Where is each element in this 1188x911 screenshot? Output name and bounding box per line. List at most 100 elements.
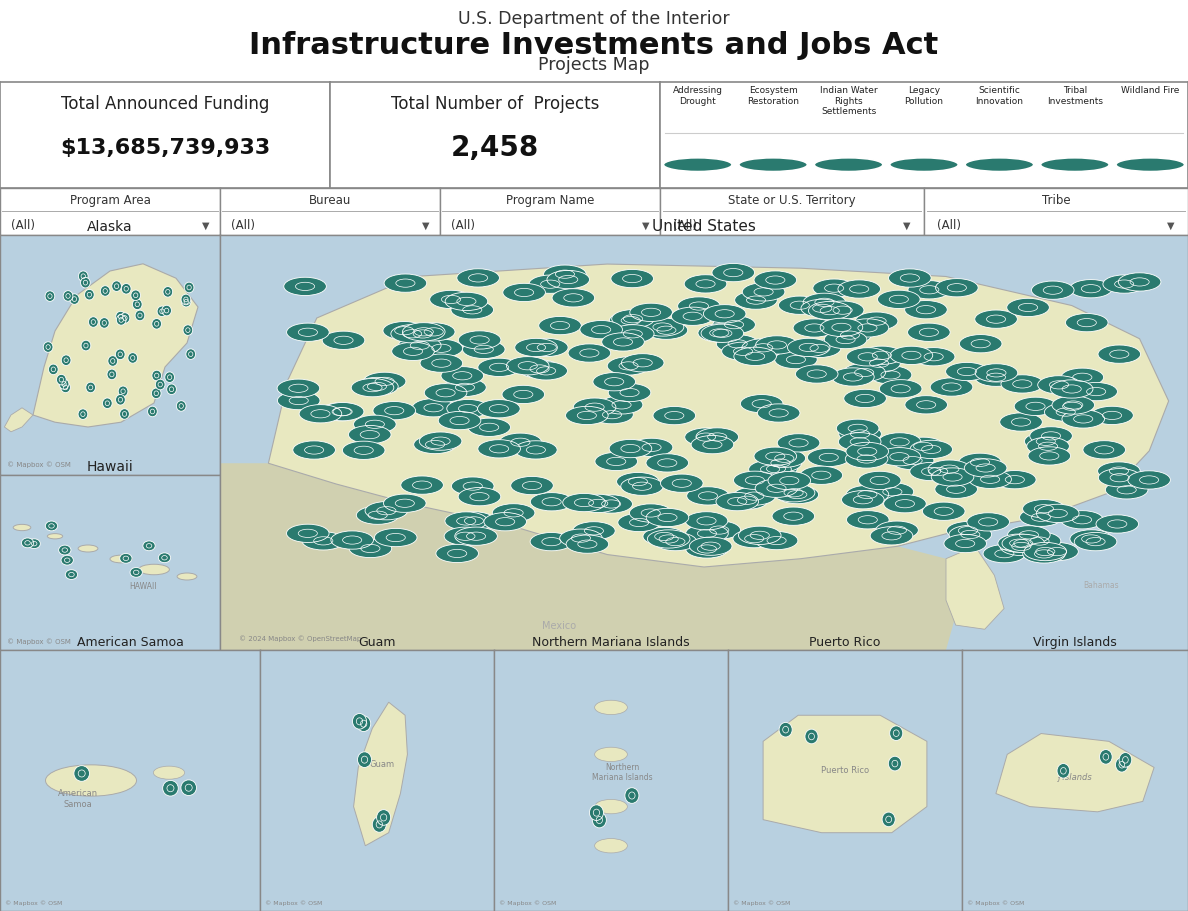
Circle shape [403, 322, 446, 341]
Circle shape [808, 302, 851, 320]
Text: Bureau: Bureau [309, 194, 352, 207]
Circle shape [1041, 158, 1110, 171]
Circle shape [384, 274, 426, 292]
Circle shape [176, 401, 187, 411]
Circle shape [647, 530, 690, 548]
Circle shape [642, 318, 684, 336]
Title: Puerto Rico: Puerto Rico [809, 636, 880, 649]
Circle shape [563, 494, 606, 512]
Circle shape [364, 373, 406, 391]
Text: © 2024 Mapbox © OpenStreetMap: © 2024 Mapbox © OpenStreetMap [239, 635, 361, 641]
Circle shape [1097, 515, 1138, 533]
Polygon shape [5, 408, 33, 432]
Ellipse shape [595, 701, 627, 714]
Circle shape [858, 354, 901, 373]
Text: Legacy
Pollution: Legacy Pollution [904, 87, 943, 106]
Circle shape [878, 433, 921, 451]
Circle shape [468, 418, 511, 436]
Ellipse shape [177, 573, 197, 580]
Circle shape [57, 374, 67, 385]
Circle shape [441, 366, 484, 384]
Circle shape [805, 729, 819, 743]
Circle shape [321, 403, 364, 421]
Circle shape [928, 460, 971, 478]
Circle shape [839, 425, 881, 443]
Circle shape [754, 460, 797, 478]
Polygon shape [268, 264, 1169, 567]
Circle shape [1119, 752, 1132, 767]
Circle shape [772, 484, 815, 502]
Circle shape [162, 305, 171, 316]
Circle shape [499, 433, 542, 451]
Circle shape [870, 366, 912, 384]
Circle shape [796, 365, 838, 384]
Text: (All): (All) [230, 220, 255, 232]
Circle shape [514, 338, 557, 356]
Circle shape [402, 325, 444, 343]
Circle shape [446, 292, 488, 311]
Circle shape [506, 356, 549, 375]
Circle shape [813, 279, 855, 297]
Circle shape [788, 338, 830, 356]
Circle shape [518, 360, 561, 378]
Circle shape [645, 321, 688, 339]
Circle shape [29, 538, 40, 548]
Circle shape [349, 539, 392, 558]
Circle shape [876, 521, 918, 539]
Circle shape [758, 404, 800, 422]
Circle shape [1026, 437, 1069, 456]
Circle shape [609, 312, 652, 330]
Circle shape [492, 504, 535, 522]
Circle shape [430, 291, 473, 309]
Circle shape [102, 398, 112, 408]
Polygon shape [763, 715, 927, 833]
Circle shape [661, 474, 703, 492]
Circle shape [960, 334, 1001, 353]
Circle shape [891, 452, 934, 470]
Circle shape [691, 435, 734, 454]
Circle shape [546, 271, 589, 289]
Circle shape [838, 280, 880, 298]
Circle shape [398, 336, 441, 354]
Circle shape [889, 756, 902, 771]
Circle shape [984, 545, 1025, 563]
Circle shape [684, 428, 727, 446]
Circle shape [84, 290, 94, 300]
Circle shape [808, 448, 851, 466]
Ellipse shape [110, 555, 132, 563]
Circle shape [701, 324, 744, 343]
Circle shape [646, 454, 689, 472]
Circle shape [814, 158, 883, 171]
Circle shape [1024, 542, 1067, 560]
Circle shape [936, 279, 978, 297]
Circle shape [689, 537, 732, 556]
Circle shape [459, 487, 501, 506]
Circle shape [655, 532, 696, 551]
Circle shape [100, 286, 110, 296]
Circle shape [800, 466, 842, 485]
Text: ▼: ▼ [1168, 220, 1175, 230]
Circle shape [286, 323, 329, 342]
Circle shape [935, 480, 978, 498]
Circle shape [580, 321, 623, 339]
Circle shape [1062, 410, 1105, 428]
Text: Ecosystem
Restoration: Ecosystem Restoration [747, 87, 800, 106]
Circle shape [158, 553, 171, 563]
Circle shape [756, 336, 798, 354]
Circle shape [443, 378, 486, 396]
Circle shape [514, 441, 557, 459]
Text: © Mapbox © OSM: © Mapbox © OSM [967, 900, 1024, 906]
Circle shape [120, 554, 132, 563]
Circle shape [530, 533, 573, 551]
Text: State or U.S. Territory: State or U.S. Territory [728, 194, 855, 207]
Circle shape [910, 440, 953, 458]
Circle shape [775, 351, 817, 369]
Circle shape [166, 384, 176, 394]
Circle shape [525, 362, 568, 380]
Circle shape [609, 439, 652, 457]
Circle shape [143, 541, 156, 551]
Circle shape [713, 315, 756, 333]
Text: Bahamas: Bahamas [1083, 580, 1119, 589]
Circle shape [754, 271, 797, 289]
Circle shape [590, 405, 633, 424]
